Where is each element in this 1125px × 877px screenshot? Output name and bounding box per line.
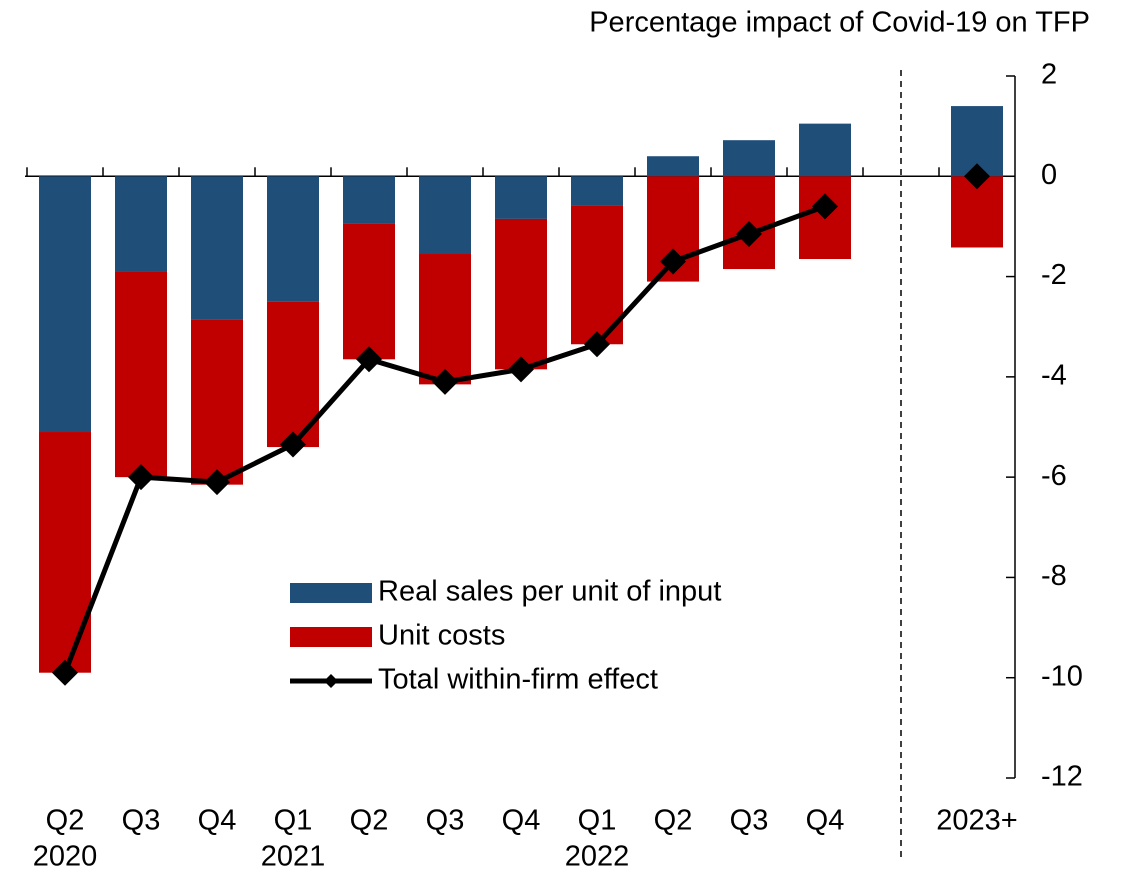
bar [39, 432, 91, 673]
x-tick-label: Q1 [274, 805, 313, 837]
bar [419, 176, 471, 255]
marker [280, 431, 306, 458]
marker [356, 346, 382, 373]
y-tick-label: -6 [1041, 460, 1067, 492]
x-tick-label: Q4 [502, 805, 541, 837]
marker [736, 220, 762, 247]
marker [52, 659, 78, 686]
x-tick-label: Q3 [426, 805, 465, 837]
x-tick-label: Q1 [578, 805, 617, 837]
bar [191, 319, 243, 485]
bar [495, 218, 547, 370]
legend-swatch [290, 583, 372, 603]
y-tick-label: -8 [1041, 560, 1067, 592]
x-tick-label: 2023+ [936, 805, 1017, 837]
bar [191, 176, 243, 320]
marker [584, 331, 610, 358]
bar [571, 205, 623, 345]
chart-title: Percentage impact of Covid-19 on TFP [589, 7, 1090, 39]
bar [495, 176, 547, 219]
bar [723, 140, 775, 177]
bar [647, 156, 699, 177]
y-tick-label: -10 [1041, 660, 1083, 692]
x-tick-label: Q2 [654, 805, 693, 837]
bar [419, 254, 471, 385]
marker [964, 163, 990, 190]
y-tick-label: -4 [1041, 360, 1067, 392]
year-label: 2021 [261, 841, 326, 872]
bar [115, 176, 167, 272]
bar [799, 123, 851, 177]
year-label: 2020 [33, 841, 98, 872]
legend-swatch [290, 627, 372, 647]
y-tick-label: 2 [1041, 59, 1057, 91]
bar [115, 271, 167, 478]
marker [128, 464, 154, 491]
bar [267, 301, 319, 448]
marker [812, 193, 838, 220]
x-tick-label: Q2 [46, 805, 85, 837]
bar [39, 176, 91, 433]
legend-marker [324, 674, 338, 688]
x-tick-label: Q3 [730, 805, 769, 837]
y-tick-label: 0 [1041, 159, 1057, 191]
x-tick-label: Q4 [198, 805, 237, 837]
marker [660, 248, 686, 275]
bar [267, 176, 319, 302]
x-tick-label: Q4 [806, 805, 845, 837]
x-tick-label: Q3 [122, 805, 161, 837]
x-tick-label: Q2 [350, 805, 389, 837]
legend-label: Real sales per unit of input [378, 576, 721, 608]
legend-label: Total within-firm effect [378, 664, 658, 696]
y-tick-label: -2 [1041, 259, 1067, 291]
bar [343, 223, 395, 360]
marker [432, 368, 458, 395]
marker [508, 356, 534, 383]
marker [204, 469, 230, 496]
y-tick-label: -12 [1041, 761, 1083, 793]
bar [571, 176, 623, 206]
year-label: 2022 [565, 841, 630, 872]
bar [343, 176, 395, 224]
legend-label: Unit costs [378, 620, 505, 652]
